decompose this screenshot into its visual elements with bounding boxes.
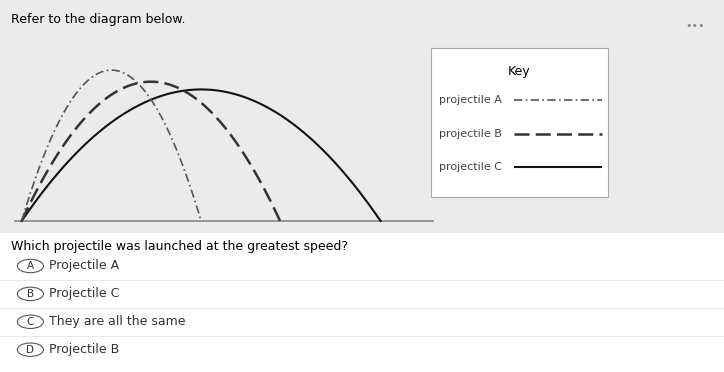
Text: Projectile C: Projectile C — [49, 288, 119, 300]
Text: projectile C: projectile C — [439, 163, 502, 172]
Text: Refer to the diagram below.: Refer to the diagram below. — [11, 13, 185, 26]
Text: B: B — [27, 289, 34, 299]
Text: Projectile B: Projectile B — [49, 343, 119, 356]
Text: D: D — [26, 345, 35, 355]
Text: C: C — [27, 317, 34, 327]
Text: Which projectile was launched at the greatest speed?: Which projectile was launched at the gre… — [11, 240, 348, 253]
Text: projectile A: projectile A — [439, 96, 502, 105]
Text: •••: ••• — [686, 21, 704, 31]
Text: projectile B: projectile B — [439, 129, 502, 139]
Text: A: A — [27, 261, 34, 271]
Text: They are all the same: They are all the same — [49, 315, 186, 328]
Text: Projectile A: Projectile A — [49, 260, 119, 272]
Text: Key: Key — [508, 65, 531, 78]
